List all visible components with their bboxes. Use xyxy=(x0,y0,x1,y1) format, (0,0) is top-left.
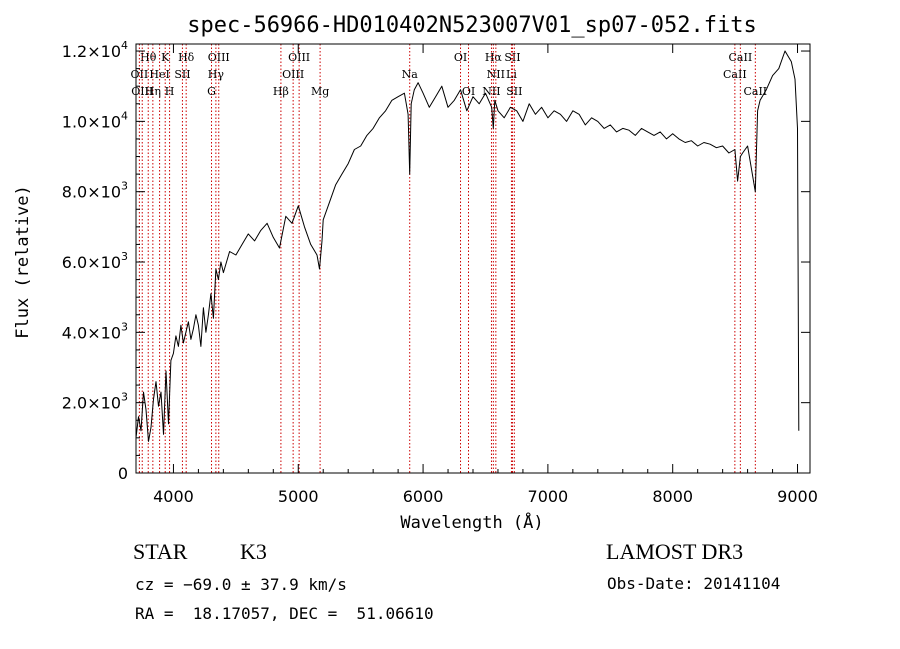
line-label-19: Hα xyxy=(485,51,503,64)
object-subclass: K3 xyxy=(240,539,267,564)
line-label-10: Hγ xyxy=(208,68,225,81)
line-label-6: SII xyxy=(174,68,190,81)
x-tick-label-1: 5000 xyxy=(278,487,319,506)
y-tick-label-2: 4.0×103 xyxy=(62,320,128,342)
line-label-25: CaII xyxy=(729,51,753,64)
survey-name: LAMOST DR3 xyxy=(606,539,744,564)
x-axis-label: Wavelength (Å) xyxy=(400,511,543,533)
y-tick-label-5: 1.0×104 xyxy=(62,109,128,131)
redshift-velocity: cz = −69.0 ± 37.9 km/s xyxy=(135,575,347,594)
line-label-8: Hδ xyxy=(178,51,195,64)
line-label-2: OIII xyxy=(131,85,153,98)
line-label-11: G xyxy=(207,85,216,98)
line-label-16: Na xyxy=(402,68,419,81)
spectral-line-markers: Hθ OII OIII HeI Hη K SII H Hδ OIII Hγ G OIII OIII Hβ Mg… xyxy=(131,44,767,473)
line-label-17: OI xyxy=(454,51,467,64)
y-tick-label-3: 6.0×103 xyxy=(62,250,128,272)
line-label-27: CaII xyxy=(743,85,767,98)
x-tick-label-2: 6000 xyxy=(403,487,444,506)
x-tick-label-3: 7000 xyxy=(528,487,569,506)
series-layer xyxy=(135,50,800,442)
line-label-12: OIII xyxy=(288,51,310,64)
x-tick-label-0: 4000 xyxy=(153,487,194,506)
line-label-4: Hη xyxy=(145,85,161,98)
series-spectrum xyxy=(135,50,800,442)
y-tick-label-0: 0 xyxy=(118,464,128,483)
line-label-22: Li xyxy=(506,68,517,81)
line-label-0: Hθ xyxy=(140,51,157,64)
line-label-9: OIII xyxy=(208,51,230,64)
observation-date: Obs-Date: 20141104 xyxy=(607,574,781,593)
line-label-13: OIII xyxy=(282,68,304,81)
plot-frame xyxy=(135,43,811,474)
line-label-21: NII xyxy=(487,68,505,81)
line-label-7: H xyxy=(165,85,175,98)
line-label-24: SII xyxy=(506,85,522,98)
spectrum-plot: spec-56966-HD010402N523007V01_sp07-052.f… xyxy=(13,13,818,533)
line-label-20: SII xyxy=(504,51,520,64)
chart-title: spec-56966-HD010402N523007V01_sp07-052.f… xyxy=(187,13,757,38)
line-label-14: Hβ xyxy=(273,85,289,98)
y-axis-label: Flux (relative) xyxy=(13,185,33,339)
x-tick-label-5: 9000 xyxy=(777,487,818,506)
y-tick-label-4: 8.0×103 xyxy=(62,180,128,202)
line-label-3: HeI xyxy=(149,68,169,81)
object-class: STAR xyxy=(133,539,188,564)
line-label-23: NII xyxy=(482,85,500,98)
line-label-26: CaII xyxy=(723,68,747,81)
line-label-5: K xyxy=(161,51,170,64)
line-label-1: OII xyxy=(131,68,149,81)
x-tick-label-4: 8000 xyxy=(652,487,693,506)
line-label-15: Mg xyxy=(311,85,329,98)
y-tick-label-6: 1.2×104 xyxy=(62,39,128,61)
y-tick-label-1: 2.0×103 xyxy=(62,391,128,413)
line-label-18: OI xyxy=(462,85,475,98)
coordinates: RA = 18.17057, DEC = 51.06610 xyxy=(135,604,434,623)
axis-ticks: 4000 5000 6000 7000 8000 9000 0 2.0×103 4.0×103 6… xyxy=(62,39,818,506)
